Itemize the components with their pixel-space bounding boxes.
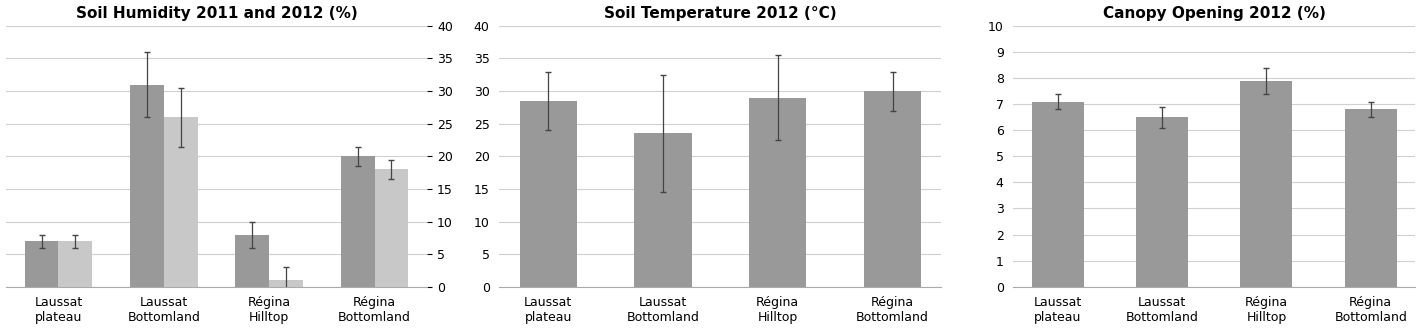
Bar — [340, 156, 374, 287]
Bar — [269, 280, 303, 287]
Bar — [235, 235, 269, 287]
Bar — [1345, 109, 1397, 287]
Title: Soil Temperature 2012 (°C): Soil Temperature 2012 (°C) — [603, 6, 837, 20]
Bar — [1241, 81, 1292, 287]
Bar — [24, 241, 58, 287]
Title: Soil Humidity 2011 and 2012 (%): Soil Humidity 2011 and 2012 (%) — [75, 6, 357, 20]
Bar — [635, 133, 692, 287]
Bar — [374, 169, 408, 287]
Bar — [519, 101, 576, 287]
Bar — [164, 117, 198, 287]
Bar — [1032, 102, 1084, 287]
Bar — [1136, 117, 1188, 287]
Bar — [748, 98, 807, 287]
Title: Canopy Opening 2012 (%): Canopy Opening 2012 (%) — [1103, 6, 1326, 20]
Bar — [864, 91, 921, 287]
Bar — [58, 241, 92, 287]
Bar — [129, 84, 164, 287]
